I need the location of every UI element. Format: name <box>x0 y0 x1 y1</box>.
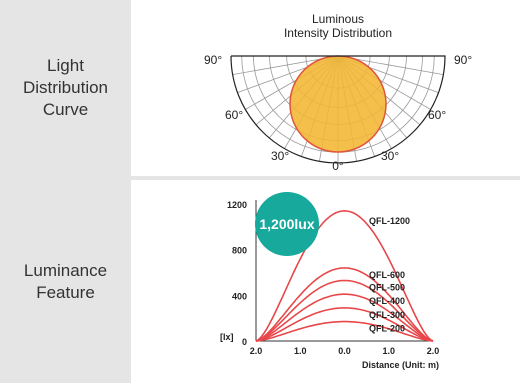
luminance-chart: QFL-1200 QFL-600 QFL-500 QFL-400 QFL-300 QFL-… <box>220 192 439 370</box>
x-tick-label: 1.0 <box>382 346 395 356</box>
label-line: Light <box>47 56 84 75</box>
label-line: Luminance <box>23 260 108 280</box>
y-axis-label: [lx] <box>220 332 234 342</box>
angle-label-left-30: 30° <box>271 149 289 163</box>
luminance-row: Luminance Feature QFL-1200 QFL-600 QFL-500… <box>0 180 520 383</box>
y-tick-label: 800 <box>232 246 247 256</box>
label-line: Distribution <box>22 78 109 97</box>
series-label: QFL-200 <box>369 324 405 334</box>
x-tick-label: 0.0 <box>338 346 351 356</box>
angle-label-zero: 0° <box>332 159 344 173</box>
x-axis-label: Distance (Unit: m) <box>362 360 439 370</box>
series-line <box>255 307 434 342</box>
polar-half-disc-outline <box>230 55 446 164</box>
series-line <box>255 293 434 342</box>
row-divider <box>0 176 520 180</box>
light-distribution-label: Light Distribution Curve <box>0 0 131 176</box>
series-label: QFL-1200 <box>369 216 410 226</box>
series-line <box>255 320 434 342</box>
y-tick-label: 400 <box>232 291 247 301</box>
x-tick-label: 2.0 <box>250 346 263 356</box>
label-line: Feature <box>36 282 95 302</box>
badge-text: 1,200lux <box>259 216 314 232</box>
light-distribution-row: Light Distribution Curve Luminous Intens… <box>0 0 520 176</box>
series-line <box>255 209 434 342</box>
angle-label-left-60: 60° <box>225 108 243 122</box>
chart-curves <box>255 209 434 342</box>
tick-labels: 0 400 800 1200 [lx] 2.0 1.0 0.0 1.0 2.0 Distance (… <box>220 200 439 370</box>
x-tick-label: 2.0 <box>427 346 440 356</box>
polar-diagram-cell: Luminous Intensity Distribution 90° 90° … <box>135 0 520 176</box>
luminance-chart-cell: QFL-1200 QFL-600 QFL-500 QFL-400 QFL-300 QFL-… <box>135 180 520 383</box>
series-label: QFL-500 <box>369 282 405 292</box>
series-label: QFL-600 <box>369 270 405 280</box>
label-line: Curve <box>42 100 89 119</box>
series-line <box>255 279 434 342</box>
angle-label-right-60: 60° <box>428 108 446 122</box>
badge-circle <box>255 192 319 256</box>
x-tick-label: 1.0 <box>294 346 307 356</box>
lux-badge: 1,200lux <box>255 192 319 256</box>
polar-title-line2: Intensity Distribution <box>284 26 392 40</box>
angle-label-right-30: 30° <box>381 149 399 163</box>
series-label: QFL-400 <box>369 296 405 306</box>
y-tick-label: 0 <box>242 337 247 347</box>
angle-label-left-90: 90° <box>204 53 222 67</box>
polar-title-line1: Luminous <box>312 12 364 26</box>
series-label: QFL-300 <box>369 310 405 320</box>
series-line <box>255 267 434 342</box>
luminance-label: Luminance Feature <box>0 180 131 383</box>
series-labels: QFL-1200 QFL-600 QFL-500 QFL-400 QFL-300 QFL-… <box>369 216 410 334</box>
y-tick-label: 1200 <box>227 200 247 210</box>
light-distribution-shape <box>289 55 387 153</box>
polar-diagram: Luminous Intensity Distribution 90° 90° … <box>204 12 472 173</box>
angle-label-right-90: 90° <box>454 53 472 67</box>
